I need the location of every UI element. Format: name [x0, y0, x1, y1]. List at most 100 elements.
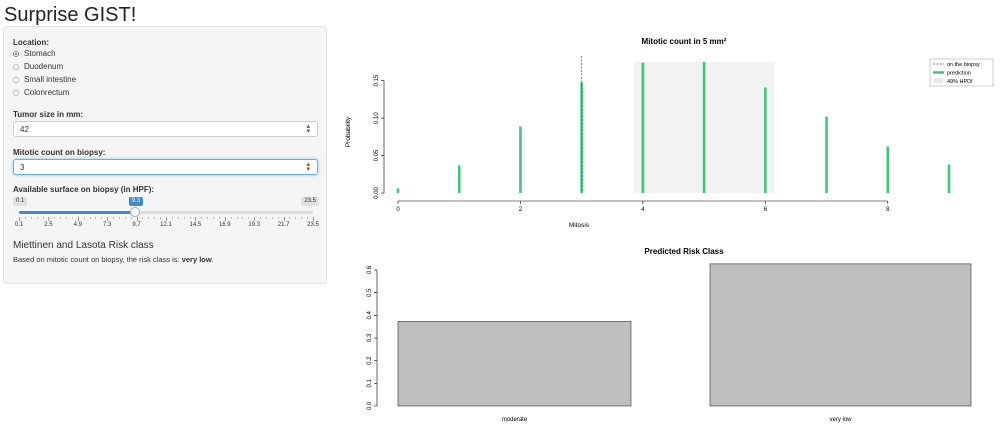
location-option-label: Small intestine	[24, 75, 77, 84]
slider-tick-label: 9.7	[132, 222, 141, 228]
slider-value-badge: 9.3	[128, 197, 143, 206]
slider-minor-tick	[54, 217, 56, 219]
slider-minor-tick	[101, 217, 103, 219]
risk-class-result: Based on mitotic count on biopsy, the ri…	[13, 255, 214, 264]
slider-minor-tick	[71, 217, 73, 219]
slider-minor-tick	[142, 217, 144, 219]
slider-minor-tick	[83, 217, 85, 219]
chart1-legend: on the biopsy prediction 49% HPDI	[929, 58, 994, 87]
location-option-label: Colonrectum	[24, 88, 70, 97]
slider-min-badge: 0.1	[13, 197, 28, 206]
slider-minor-tick	[66, 217, 68, 219]
slider-minor-tick	[189, 217, 191, 219]
slider-minor-tick	[242, 217, 244, 219]
y-tick-label: 0.2	[367, 356, 373, 365]
location-option-colonrectum[interactable]: Colonrectum	[13, 88, 69, 97]
slider-minor-tick	[130, 217, 132, 219]
slider-minor-tick	[124, 217, 126, 219]
radio-unselected-icon[interactable]	[13, 63, 19, 70]
slider-handle[interactable]	[129, 207, 140, 217]
slider-minor-tick	[36, 217, 38, 219]
mitotic-count-chart: Mitotic count in 5 mm² Mitosis Probabili…	[345, 37, 994, 229]
slider-minor-tick	[271, 217, 273, 219]
slider-minor-tick	[118, 217, 120, 219]
y-tick-label: 0.4	[367, 311, 373, 320]
slider-minor-tick	[265, 217, 267, 219]
slider-tick-label: 7.3	[103, 222, 112, 228]
slider-minor-tick	[154, 217, 156, 219]
mitotic-count-input[interactable]: 3 ▴ ▾	[13, 159, 318, 175]
surface-label: Available surface on biopsy (in HPF):	[13, 185, 155, 194]
slider-major-tick	[224, 217, 226, 221]
slider-major-tick	[195, 217, 197, 221]
slider-major-tick	[166, 217, 167, 221]
location-option-stomach[interactable]: Stomach	[13, 49, 56, 58]
y-tick-label: 0.00	[374, 187, 380, 199]
slider-minor-tick	[301, 217, 303, 219]
slider-minor-tick	[207, 217, 209, 219]
slider-minor-tick	[213, 217, 215, 219]
slider-minor-tick	[218, 217, 220, 219]
location-option-duodenum[interactable]: Duodenum	[13, 62, 63, 71]
x-tick-label: 0	[396, 207, 400, 213]
spinner-arrows-icon[interactable]: ▴ ▾	[306, 123, 310, 135]
slider-minor-tick	[177, 217, 179, 219]
slider-minor-tick	[289, 217, 291, 219]
slider-major-tick	[313, 217, 314, 221]
slider-minor-tick	[260, 217, 262, 219]
category-label: very low	[829, 417, 852, 423]
y-tick-label: 0.5	[367, 288, 373, 297]
slider-minor-tick	[201, 217, 203, 219]
risk-class-title: Miettinen and Lasota Risk class	[13, 240, 154, 251]
slider-tick-label: 2.5	[44, 222, 53, 228]
legend-hpdi-swatch	[934, 78, 943, 83]
spinner-arrows-icon[interactable]: ▴ ▾	[306, 161, 310, 173]
slider-major-tick	[283, 217, 285, 221]
radio-unselected-icon[interactable]	[13, 76, 19, 83]
tumor-size-label: Tumor size in mm:	[13, 110, 84, 119]
slider-minor-tick	[95, 217, 97, 219]
x-tick-label: 4	[641, 207, 645, 213]
surface-slider[interactable]: 0.1 23.5 9.3 0.1 2.5 4.9 7.3 9.7 12.1 14.5 16.9…	[4, 195, 328, 231]
slider-major-tick	[107, 217, 109, 221]
slider-major-tick	[19, 217, 20, 221]
risk-class-bar	[709, 263, 972, 407]
slider-minor-tick	[277, 217, 279, 219]
slider-minor-tick	[171, 217, 173, 219]
y-tick-label: 0.1	[367, 379, 373, 388]
slider-tick-label: 0.1	[14, 222, 24, 228]
mitotic-count-label: Mitotic count on biopsy:	[13, 148, 106, 157]
risk-class-value: very low	[181, 255, 212, 264]
slider-minor-tick	[248, 217, 250, 219]
slider-minor-tick	[160, 217, 162, 219]
location-option-small-intestine[interactable]: Small intestine	[13, 75, 76, 84]
y-tick-label: 0.0	[367, 401, 373, 410]
slider-minor-tick	[24, 217, 26, 219]
slider-minor-tick	[89, 217, 91, 219]
tumor-size-input[interactable]: 42 ▴ ▾	[13, 121, 318, 137]
mitotic-count-value: 3	[20, 163, 25, 172]
x-tick-label: 2	[519, 207, 523, 213]
location-option-label: Duodenum	[24, 62, 64, 71]
slider-minor-tick	[42, 217, 44, 219]
tumor-size-value: 42	[20, 125, 29, 134]
slider-track[interactable]	[19, 211, 313, 214]
slider-tick-label: 21.7	[277, 222, 290, 228]
chart1-ylabel: Probability	[345, 116, 352, 147]
y-tick-label: 0.15	[374, 74, 380, 86]
y-tick-label: 0.6	[367, 265, 373, 274]
slider-minor-tick	[60, 217, 62, 219]
app-title: Surprise GIST!	[4, 4, 137, 26]
slider-minor-tick	[113, 217, 115, 219]
radio-selected-icon[interactable]	[13, 50, 19, 57]
slider-tick-label: 12.1	[160, 222, 172, 228]
slider-fill	[19, 211, 135, 214]
slider-tick-label: 23.5	[307, 222, 319, 228]
slider-tick-label: 4.9	[73, 222, 82, 228]
chart2-title: Predicted Risk Class	[644, 247, 724, 256]
location-option-label: Stomach	[24, 49, 56, 58]
category-label: moderate	[502, 417, 528, 423]
slider-max-badge: 23.5	[301, 197, 319, 206]
radio-unselected-icon[interactable]	[13, 89, 19, 96]
chart1-title: Mitotic count in 5 mm²	[642, 37, 727, 46]
